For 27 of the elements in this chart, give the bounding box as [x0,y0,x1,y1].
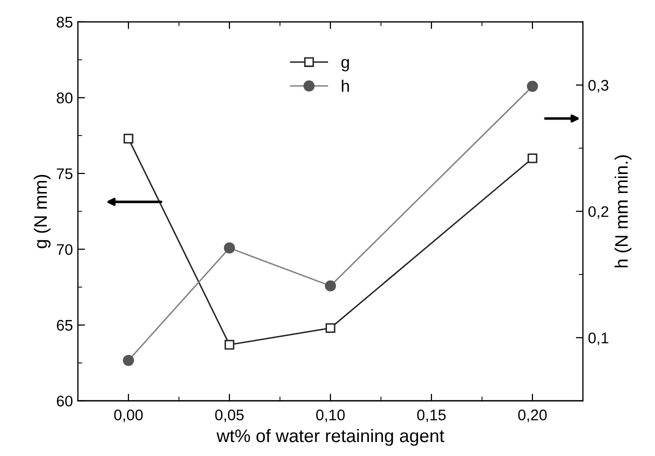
y-tick-label: 60 [56,396,72,407]
y2-tick-label: 0,2 [588,206,608,219]
legend-label: g [341,58,349,72]
x-tick-label: 0,00 [114,410,143,422]
point [124,134,134,144]
y-tick-label: 70 [56,244,72,255]
point [528,153,538,164]
point [122,354,134,366]
x-tick-label: 0,20 [518,410,547,422]
y-axis-title: g (N mm) [34,174,51,248]
x-tick-label: 0,15 [417,410,446,422]
point [324,280,336,292]
point [326,323,336,333]
y-tick-label: 75 [56,168,72,180]
y2-tick-label: 0,1 [588,332,608,346]
y-tick-label: 65 [56,320,72,331]
x-tick-label: 0,05 [215,410,244,422]
point [526,80,538,92]
y-tick-label: 85 [56,16,72,28]
y-tick-label: 80 [56,92,72,104]
x-tick-label: 0,10 [316,410,345,422]
point [224,340,234,350]
y2-axis-title: h (N mm min.) [614,155,632,268]
y2-tick-label: 0,3 [588,80,608,93]
legend-label: h [342,80,349,92]
point [224,242,235,254]
x-axis-title: wt% of water retaining agent [216,428,444,446]
